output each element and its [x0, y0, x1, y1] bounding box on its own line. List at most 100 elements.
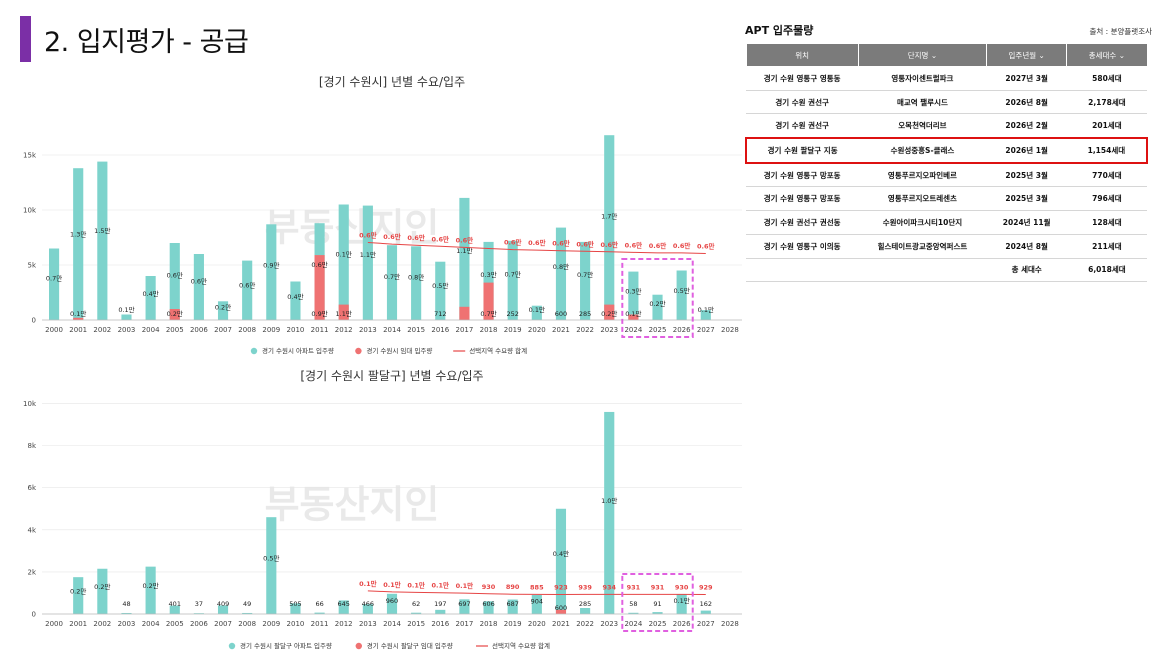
apt-table-title: APT 입주물량: [745, 24, 814, 37]
apt-data-label: 49: [243, 600, 251, 608]
table-cell: 경기 수원 권선구: [746, 90, 859, 115]
x-tick-label: 2009: [262, 326, 280, 334]
demand-data-label: 0.1만: [359, 579, 377, 588]
x-tick-label: 2013: [359, 620, 377, 628]
table-row: 경기 수원 영통구 망포동 영통푸르지오파인베르 2025년 3월 770세대: [746, 162, 1147, 188]
x-tick-label: 2024: [624, 326, 642, 334]
x-tick-label: 2021: [552, 326, 570, 334]
table-cell: 796세대: [1066, 186, 1147, 212]
x-tick-label: 2000: [45, 620, 63, 628]
bar-apt-2024: [628, 271, 639, 320]
bar-apt-2022: [580, 241, 591, 320]
table-row: 경기 수원 영통구 이의동 힐스테이트광교중앙역퍼스트 2024년 8월 211세대: [746, 234, 1147, 259]
x-tick-label: 2000: [45, 326, 63, 334]
bar-apt-2007: [217, 605, 229, 614]
bar-apt-2009: [266, 224, 277, 320]
apt-data-label: 409: [217, 600, 229, 608]
apt-data-label: 197: [434, 600, 446, 608]
page-title: 2. 입지평가 - 공급: [44, 27, 249, 58]
bar-apt-2012: [338, 600, 349, 614]
apt-data-label: 62: [412, 600, 420, 608]
apt-header-1[interactable]: 단지명 ⌄: [857, 43, 988, 67]
demand-data-label: 0.6만: [359, 230, 377, 239]
table-cell: 2026년 8월: [986, 90, 1067, 115]
apt-data-label: 697: [458, 600, 470, 608]
apt-data-label: 0.1만: [698, 305, 714, 314]
x-tick-label: 2016: [431, 326, 449, 334]
demand-data-label: 939: [578, 583, 592, 591]
apt-data-label: 285: [579, 600, 591, 608]
highlight-box-2024-2026: [621, 258, 694, 338]
x-tick-label: 2005: [166, 620, 184, 628]
x-tick-label: 2017: [455, 326, 473, 334]
x-tick-label: 2008: [238, 620, 256, 628]
x-tick-label: 2006: [190, 326, 208, 334]
x-tick-label: 2002: [93, 620, 111, 628]
demand-data-label: 0.6만: [625, 240, 643, 249]
table-cell: 201세대: [1066, 113, 1147, 139]
rent-data-label: 712: [434, 310, 446, 318]
demand-data-label: 0.6만: [456, 235, 474, 244]
x-tick-label: 2015: [407, 326, 425, 334]
x-tick-label: 2020: [528, 620, 546, 628]
apt-data-label: 0.7만: [577, 270, 593, 279]
bar-apt-2007: [217, 301, 229, 320]
bar-rent-2023: [604, 304, 615, 320]
bar-apt-2001: [73, 577, 84, 614]
legend-label: 경기 수원시 아파트 입주량: [262, 346, 334, 355]
apt-data-label: 1.1만: [456, 246, 472, 255]
apt-table-source: 출처 : 분양플랫조사: [1089, 27, 1153, 36]
x-tick-label: 2003: [118, 326, 136, 334]
x-tick-label: 2019: [504, 326, 522, 334]
x-tick-label: 2017: [455, 620, 473, 628]
rent-data-label: 0.2만: [167, 309, 183, 318]
x-tick-label: 2011: [311, 326, 329, 334]
demand-line: [367, 590, 706, 596]
demand-data-label: 923: [554, 584, 568, 592]
bar-rent-2021: [555, 609, 567, 614]
bar-apt-2015: [411, 612, 422, 614]
bar-apt-2017: [459, 197, 470, 320]
legend-marker: [355, 642, 362, 650]
y-tick-label: 2k: [27, 568, 36, 576]
demand-data-label: 0.6만: [673, 241, 691, 250]
bar-apt-2019: [507, 599, 518, 614]
apt-header-3[interactable]: 총세대수 ⌄: [1066, 43, 1148, 67]
legend-label: 경기 수원시 팔달구 임대 입주량: [367, 641, 453, 650]
bar-apt-2014: [386, 593, 398, 614]
apt-data-label: 1.7만: [601, 211, 617, 220]
apt-header-2[interactable]: 입주년월 ⌄: [986, 43, 1068, 67]
demand-data-label: 0.6만: [552, 239, 570, 248]
apt-data-label: 0.9만: [263, 260, 279, 269]
demand-data-label: 929: [699, 583, 713, 591]
y-tick-label: 0: [32, 611, 36, 619]
bar-apt-2014: [386, 245, 398, 320]
table-cell: 영통푸르지오파인베르: [858, 162, 987, 188]
demand-data-label: 931: [651, 583, 665, 591]
highlight-box-2024-2026: [621, 573, 694, 632]
apt-data-label: 0.2만: [142, 581, 158, 590]
apt-data-label: 0.8만: [553, 262, 569, 271]
x-tick-label: 2011: [311, 620, 329, 628]
x-tick-label: 2009: [262, 620, 280, 628]
y-tick-label: 5k: [27, 262, 36, 270]
x-tick-label: 2010: [287, 326, 305, 334]
bar-apt-2016: [435, 609, 446, 614]
table-cell: [858, 258, 987, 283]
apt-data-label: 0.4만: [553, 549, 569, 558]
table-cell: 2025년 3월: [986, 186, 1067, 212]
table-cell: 2024년 11월: [986, 210, 1067, 235]
apt-data-label: 1.3만: [70, 230, 86, 239]
legend-label: 선택지역 수요량 합계: [469, 346, 527, 355]
y-tick-label: 0: [32, 317, 36, 325]
apt-data-label: 606: [482, 600, 494, 608]
y-tick-label: 10k: [23, 400, 37, 408]
table-cell: 6,018세대: [1066, 258, 1147, 283]
table-row: 경기 수원 권선구 권선동 수원아이파크시티10단지 2024년 11월 128세대: [746, 210, 1147, 235]
table-cell: 총 세대수: [986, 258, 1067, 283]
bar-rent-2024: [628, 314, 639, 320]
x-tick-label: 2003: [118, 620, 136, 628]
bar-apt-2010: [290, 603, 301, 614]
apt-data-label: 0.6만: [191, 277, 207, 286]
